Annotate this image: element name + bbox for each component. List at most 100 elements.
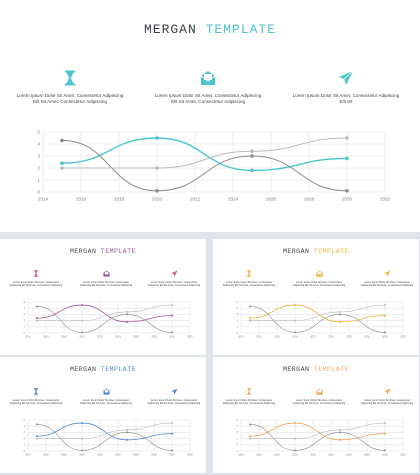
data-point	[126, 320, 128, 323]
thumbnail-slide[interactable]: MERGAN TEMPLATE Lorem Ipsum Dolor Sit Am…	[0, 357, 206, 473]
main-slide: MERGAN TEMPLATE Lorem Ipsum Dolor Sit Am…	[0, 0, 420, 232]
feature-text: Lorem Ipsum Dolor Sit Amet, Consectetur …	[222, 399, 276, 406]
title-word-2: TEMPLATE	[100, 366, 137, 373]
x-tick-label: 2020	[152, 197, 163, 202]
data-point	[294, 437, 296, 440]
y-tick-label: 2	[37, 166, 40, 171]
y-tick-label: 5	[24, 419, 26, 422]
y-tick-label: 3	[24, 313, 26, 316]
hourglass-icon	[246, 270, 251, 277]
data-point	[345, 189, 349, 193]
x-tick-label: 2014	[238, 336, 244, 339]
data-point	[60, 166, 64, 170]
x-tick-label: 2016	[256, 454, 262, 457]
x-tick-label: 2032	[187, 336, 193, 339]
series-line	[36, 424, 173, 451]
thumbnail-slide[interactable]: MERGAN TEMPLATE Lorem Ipsum Dolor Sit Am…	[213, 239, 419, 355]
data-point	[249, 423, 251, 426]
series-line	[36, 304, 173, 321]
title-word-2: TEMPLATE	[205, 22, 277, 37]
series-line	[250, 304, 386, 321]
data-point	[36, 317, 38, 320]
feature-item: Lorem Ipsum Dolor Sit Amet, Consectetur …	[78, 388, 134, 405]
x-tick-label: 2018	[61, 336, 67, 339]
y-tick-label: 4	[237, 425, 239, 428]
y-tick-label: 1	[237, 444, 239, 447]
y-tick-label: 3	[237, 431, 239, 434]
feature-text: Lorem Ipsum Dolor Sit Amet, Consectetur …	[222, 281, 276, 288]
y-tick-label: 5	[24, 301, 26, 304]
envelope-icon	[102, 388, 110, 395]
x-tick-label: 2024	[115, 336, 121, 339]
title-word-1: MERGAN	[69, 248, 97, 255]
data-point	[384, 304, 386, 307]
data-point	[294, 422, 296, 425]
feature-item: Lorem Ipsum Dolor Sit Amet, Consectetur …	[359, 388, 415, 405]
data-point	[250, 168, 254, 173]
x-tick-label: 2026	[133, 454, 139, 457]
envelope-icon	[315, 388, 323, 395]
paper-plane-icon	[170, 270, 178, 277]
x-tick-label: 2018	[274, 454, 280, 457]
data-point	[171, 331, 173, 334]
feature-item: Lorem Ipsum Dolor Sit Amet, Consectetur …	[221, 270, 277, 287]
data-point	[155, 166, 159, 170]
x-tick-label: 2014	[25, 454, 31, 457]
feature-text: Lorem Ipsum Dolor Sit Amet, Consectetur …	[292, 281, 346, 288]
line-chart: 0 1 2 3 4 5 2014 2016 2018 2020 2022 2024 2026 2028 20…	[24, 419, 194, 457]
y-tick-label: 3	[37, 154, 40, 159]
x-tick-label: 2020	[292, 454, 298, 457]
x-tick-label: 2020	[292, 336, 298, 339]
line-chart: 0 1 2 3 4 5 2014 2016 2018 2020 2022 2024 2026 2028 20…	[237, 419, 407, 457]
thumbnail-slide[interactable]: MERGAN TEMPLATE Lorem Ipsum Dolor Sit Am…	[213, 357, 419, 473]
feature-text: Lorem Ipsum Dolor Sit Amet, Consectetur …	[9, 281, 63, 288]
feature-item: Lorem Ipsum Dolor Sit Amet, Consectetur …	[146, 388, 202, 405]
data-point	[81, 331, 83, 334]
y-tick-label: 0	[24, 332, 26, 335]
line-chart: 0 1 2 3 4 5 2014 2016 2018 2020 2022 2024 2026 2028 20…	[237, 301, 407, 339]
y-tick-label: 1	[24, 326, 26, 329]
data-point	[384, 422, 386, 425]
data-point	[384, 449, 386, 452]
y-tick-label: 5	[237, 419, 239, 422]
series-line	[61, 137, 348, 172]
title-word-1: MERGAN	[282, 366, 310, 373]
data-point	[249, 319, 251, 322]
feature-text: Lorem Ipsum Dolor Sit Amet, Consectetur …	[79, 399, 133, 406]
data-point	[294, 449, 296, 452]
series-line	[36, 306, 173, 333]
y-tick-label: 0	[237, 332, 239, 335]
data-point	[345, 136, 349, 140]
y-tick-label: 2	[24, 437, 26, 440]
feature-text: Lorem Ipsum Dolor Sit Amet, Consectetur …	[154, 93, 262, 105]
series-line	[249, 424, 386, 451]
data-point	[250, 149, 254, 153]
series-line	[249, 306, 386, 333]
x-tick-label: 2018	[114, 197, 125, 202]
x-tick-label: 2018	[274, 336, 280, 339]
feature-item: Lorem Ipsum Dolor Sit Amet, Consectetur …	[291, 388, 347, 405]
data-point	[81, 449, 83, 452]
thumbnail-slide[interactable]: MERGAN TEMPLATE Lorem Ipsum Dolor Sit Am…	[0, 239, 206, 355]
data-point	[171, 304, 173, 307]
x-tick-label: 2014	[238, 454, 244, 457]
data-point	[339, 320, 341, 323]
feature-item: Lorem Ipsum Dolor Sit Amet, Consectetur …	[78, 270, 134, 287]
data-point	[249, 435, 251, 438]
x-tick-label: 2020	[79, 454, 85, 457]
data-point	[384, 314, 386, 317]
hourglass-icon	[246, 388, 251, 395]
y-tick-label: 2	[24, 319, 26, 322]
x-tick-label: 2022	[310, 336, 316, 339]
data-point	[81, 319, 83, 322]
x-tick-label: 2022	[190, 197, 201, 202]
data-point	[36, 435, 38, 438]
y-tick-label: 0	[237, 450, 239, 453]
x-tick-label: 2016	[43, 454, 49, 457]
x-tick-label: 2030	[169, 454, 175, 457]
series-line	[250, 422, 386, 439]
thumb-title: MERGAN TEMPLATE	[0, 366, 206, 373]
title-word-2: TEMPLATE	[313, 366, 350, 373]
feature-text: Lorem Ipsum Dolor Sit Amet, Consectetur …	[9, 399, 63, 406]
data-point	[60, 138, 64, 143]
